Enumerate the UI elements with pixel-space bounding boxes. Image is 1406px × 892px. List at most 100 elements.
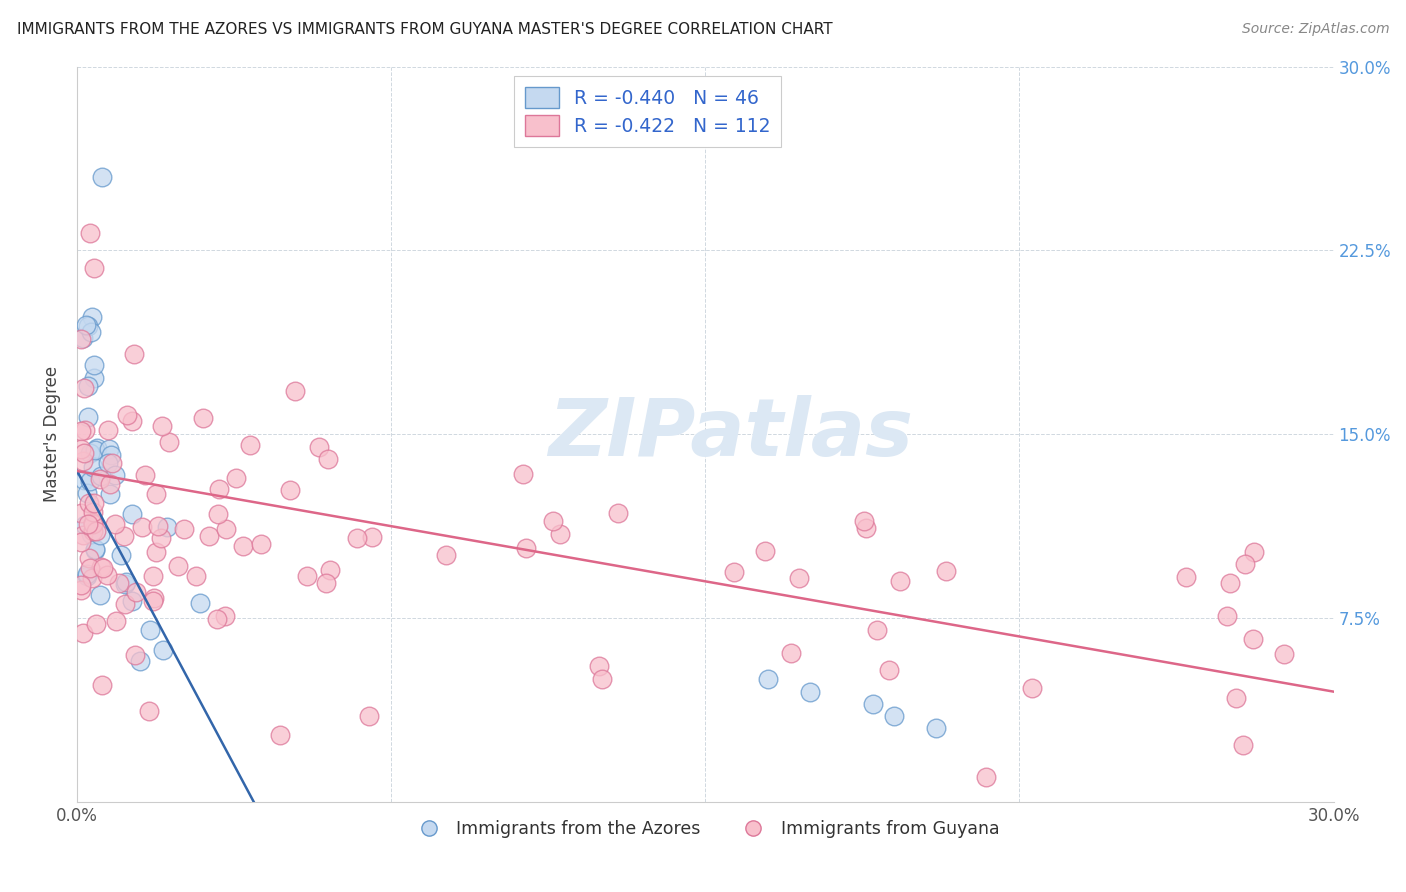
Point xyxy=(112,528,135,542)
Point xyxy=(83,358,105,372)
Point xyxy=(142,591,165,606)
Point xyxy=(76,485,98,500)
Point xyxy=(121,507,143,521)
Point xyxy=(197,529,219,543)
Point xyxy=(852,514,875,528)
Point xyxy=(167,558,190,573)
Point xyxy=(73,445,96,459)
Point xyxy=(77,550,100,565)
Point xyxy=(121,414,143,428)
Point xyxy=(188,596,211,610)
Point xyxy=(89,528,111,542)
Point xyxy=(1241,632,1264,646)
Point xyxy=(82,524,104,538)
Y-axis label: Master's Degree: Master's Degree xyxy=(44,367,60,502)
Point xyxy=(207,612,229,626)
Point xyxy=(225,470,247,484)
Point xyxy=(308,440,330,454)
Point xyxy=(1219,576,1241,591)
Point xyxy=(754,544,776,558)
Point xyxy=(512,467,534,481)
Point xyxy=(108,576,131,591)
Point xyxy=(82,571,104,585)
Point xyxy=(142,594,165,608)
Point xyxy=(75,318,97,332)
Point xyxy=(84,443,107,458)
Text: Source: ZipAtlas.com: Source: ZipAtlas.com xyxy=(1241,22,1389,37)
Point xyxy=(1021,681,1043,695)
Point xyxy=(104,516,127,531)
Point xyxy=(80,325,103,339)
Point xyxy=(124,648,146,662)
Point xyxy=(82,505,104,519)
Point xyxy=(295,569,318,583)
Point xyxy=(76,378,98,392)
Point xyxy=(1174,570,1197,584)
Point xyxy=(82,515,104,529)
Point xyxy=(269,728,291,742)
Point xyxy=(110,548,132,562)
Point xyxy=(150,419,173,434)
Point xyxy=(889,574,911,588)
Point xyxy=(142,569,165,583)
Point xyxy=(145,487,167,501)
Point xyxy=(606,506,628,520)
Point xyxy=(100,477,122,491)
Point xyxy=(157,434,180,449)
Point xyxy=(434,548,457,562)
Point xyxy=(98,442,121,457)
Point xyxy=(173,522,195,536)
Text: ZIPatlas: ZIPatlas xyxy=(548,395,912,474)
Point xyxy=(80,310,103,325)
Legend: Immigrants from the Azores, Immigrants from Guyana: Immigrants from the Azores, Immigrants f… xyxy=(405,813,1007,845)
Point xyxy=(115,408,138,422)
Point xyxy=(974,771,997,785)
Point xyxy=(134,468,156,483)
Point xyxy=(723,565,745,579)
Point xyxy=(186,569,208,583)
Point xyxy=(91,678,114,692)
Point xyxy=(80,526,103,541)
Point xyxy=(756,673,779,687)
Point xyxy=(76,566,98,581)
Point xyxy=(787,571,810,585)
Point xyxy=(82,517,104,532)
Point xyxy=(84,617,107,632)
Point xyxy=(97,457,120,471)
Point xyxy=(1272,647,1295,661)
Point xyxy=(76,569,98,583)
Point xyxy=(883,709,905,723)
Point xyxy=(83,260,105,275)
Point xyxy=(101,456,124,470)
Point xyxy=(79,227,101,241)
Point xyxy=(84,524,107,538)
Point xyxy=(83,371,105,385)
Point xyxy=(214,609,236,624)
Text: IMMIGRANTS FROM THE AZORES VS IMMIGRANTS FROM GUYANA MASTER'S DEGREE CORRELATION: IMMIGRANTS FROM THE AZORES VS IMMIGRANTS… xyxy=(17,22,832,37)
Point xyxy=(591,673,613,687)
Point xyxy=(77,517,100,532)
Point xyxy=(84,541,107,556)
Point xyxy=(346,531,368,545)
Point xyxy=(1216,609,1239,624)
Point xyxy=(115,574,138,589)
Point xyxy=(239,438,262,452)
Point xyxy=(232,539,254,553)
Point xyxy=(146,519,169,533)
Point xyxy=(1225,690,1247,705)
Point xyxy=(89,588,111,602)
Point xyxy=(121,593,143,607)
Point xyxy=(145,545,167,559)
Point xyxy=(249,537,271,551)
Point xyxy=(150,531,173,545)
Point xyxy=(96,568,118,582)
Point xyxy=(70,578,93,592)
Point xyxy=(284,384,307,398)
Point xyxy=(359,708,381,723)
Point xyxy=(70,534,93,549)
Point xyxy=(70,583,93,598)
Point xyxy=(548,526,571,541)
Point xyxy=(208,482,231,496)
Point xyxy=(1234,557,1257,571)
Point xyxy=(138,623,160,637)
